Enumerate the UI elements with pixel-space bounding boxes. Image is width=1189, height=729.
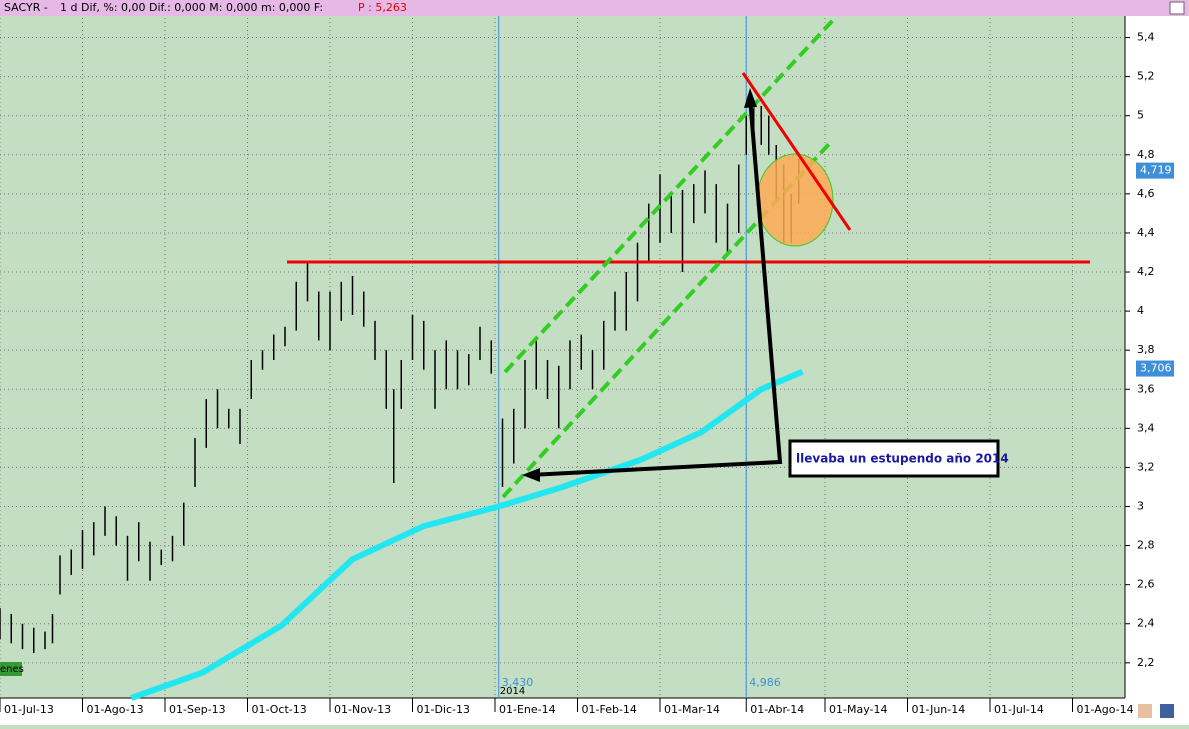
highlight-circle xyxy=(756,153,834,247)
price-tag xyxy=(1136,162,1174,179)
arrow xyxy=(529,97,783,477)
y-tick-label: 3,4 xyxy=(1137,421,1155,434)
x-tick-label: 01-Sep-13 xyxy=(169,703,226,716)
y-tick-label: 3,2 xyxy=(1137,460,1155,473)
y-tick-label: 5,4 xyxy=(1137,31,1155,44)
arrow-head xyxy=(744,88,757,108)
info: 1 d Dif, %: 0,00 Dif.: 0,000 M: 0,000 m:… xyxy=(60,1,323,14)
moving-average xyxy=(130,368,804,701)
x-tick-label: 01-Jul-14 xyxy=(994,703,1044,716)
x-tick-label: 01-Oct-13 xyxy=(252,703,307,716)
x-tick-label: 01-Nov-13 xyxy=(334,703,391,716)
annotation: llevaba un estupendo año 2014 xyxy=(796,452,1009,466)
year-label: 2014 xyxy=(500,686,525,697)
price-tag-label: 4,719 xyxy=(1140,164,1172,177)
button[interactable] xyxy=(1169,1,1185,15)
y-tick-label: 2,6 xyxy=(1137,578,1155,591)
volume-label: enes xyxy=(0,664,24,675)
y-tick-label: 4,8 xyxy=(1137,148,1155,161)
drawings: llevaba un estupendo año 2014 enes xyxy=(0,16,1174,718)
y-tick-label: 4,2 xyxy=(1137,265,1155,278)
button[interactable] xyxy=(1138,704,1152,718)
y-tick-label: 3,6 xyxy=(1137,382,1155,395)
y-tick-label: 4,6 xyxy=(1137,187,1155,200)
button[interactable] xyxy=(1160,704,1174,718)
price-tag xyxy=(1136,360,1174,377)
x-tick-label: 01-Dic-13 xyxy=(417,703,471,716)
y-tick-label: 4 xyxy=(1137,304,1144,317)
annotation-box xyxy=(788,439,1000,478)
channel-line xyxy=(503,16,837,374)
y-tick-label: 5,2 xyxy=(1137,70,1155,83)
x-tick-label: 01-May-14 xyxy=(829,703,887,716)
symbol: SACYR - xyxy=(4,1,48,14)
arrow-head xyxy=(522,468,540,482)
cursor-label: 3,430 xyxy=(502,676,534,689)
y-tick-label: 5 xyxy=(1137,109,1144,122)
x-tick-label: 01-Feb-14 xyxy=(582,703,637,716)
price-tag-label: 3,706 xyxy=(1140,362,1172,375)
x-tick-label: 01-Mar-14 xyxy=(664,703,720,716)
header-bar xyxy=(0,0,1189,16)
y-tick-label: 3,8 xyxy=(1137,343,1155,356)
y-tick-label: 4,4 xyxy=(1137,226,1155,239)
plot-area xyxy=(0,16,1125,698)
y-tick-label: 3 xyxy=(1137,500,1144,513)
trend-line xyxy=(741,72,852,231)
y-tick-label: 2,2 xyxy=(1137,656,1155,669)
price: P : 5,263 xyxy=(358,1,407,14)
x-tick-label: 01-Jul-13 xyxy=(4,703,54,716)
x-tick-label: 01-Jun-14 xyxy=(912,703,966,716)
x-tick-label: 01-Abr-14 xyxy=(750,703,804,716)
y-tick-label: 2,8 xyxy=(1137,539,1155,552)
y-tick-label: 2,4 xyxy=(1137,617,1155,630)
cursor-label: 4,986 xyxy=(749,676,781,689)
x-tick-label: 01-Ene-14 xyxy=(499,703,556,716)
volume-tag xyxy=(0,662,22,676)
x-tick-label: 01-Ago-14 xyxy=(1077,703,1134,716)
x-tick-label: 01-Ago-13 xyxy=(87,703,144,716)
x-axis-area xyxy=(0,698,1189,725)
y-axis-area xyxy=(1125,16,1189,698)
